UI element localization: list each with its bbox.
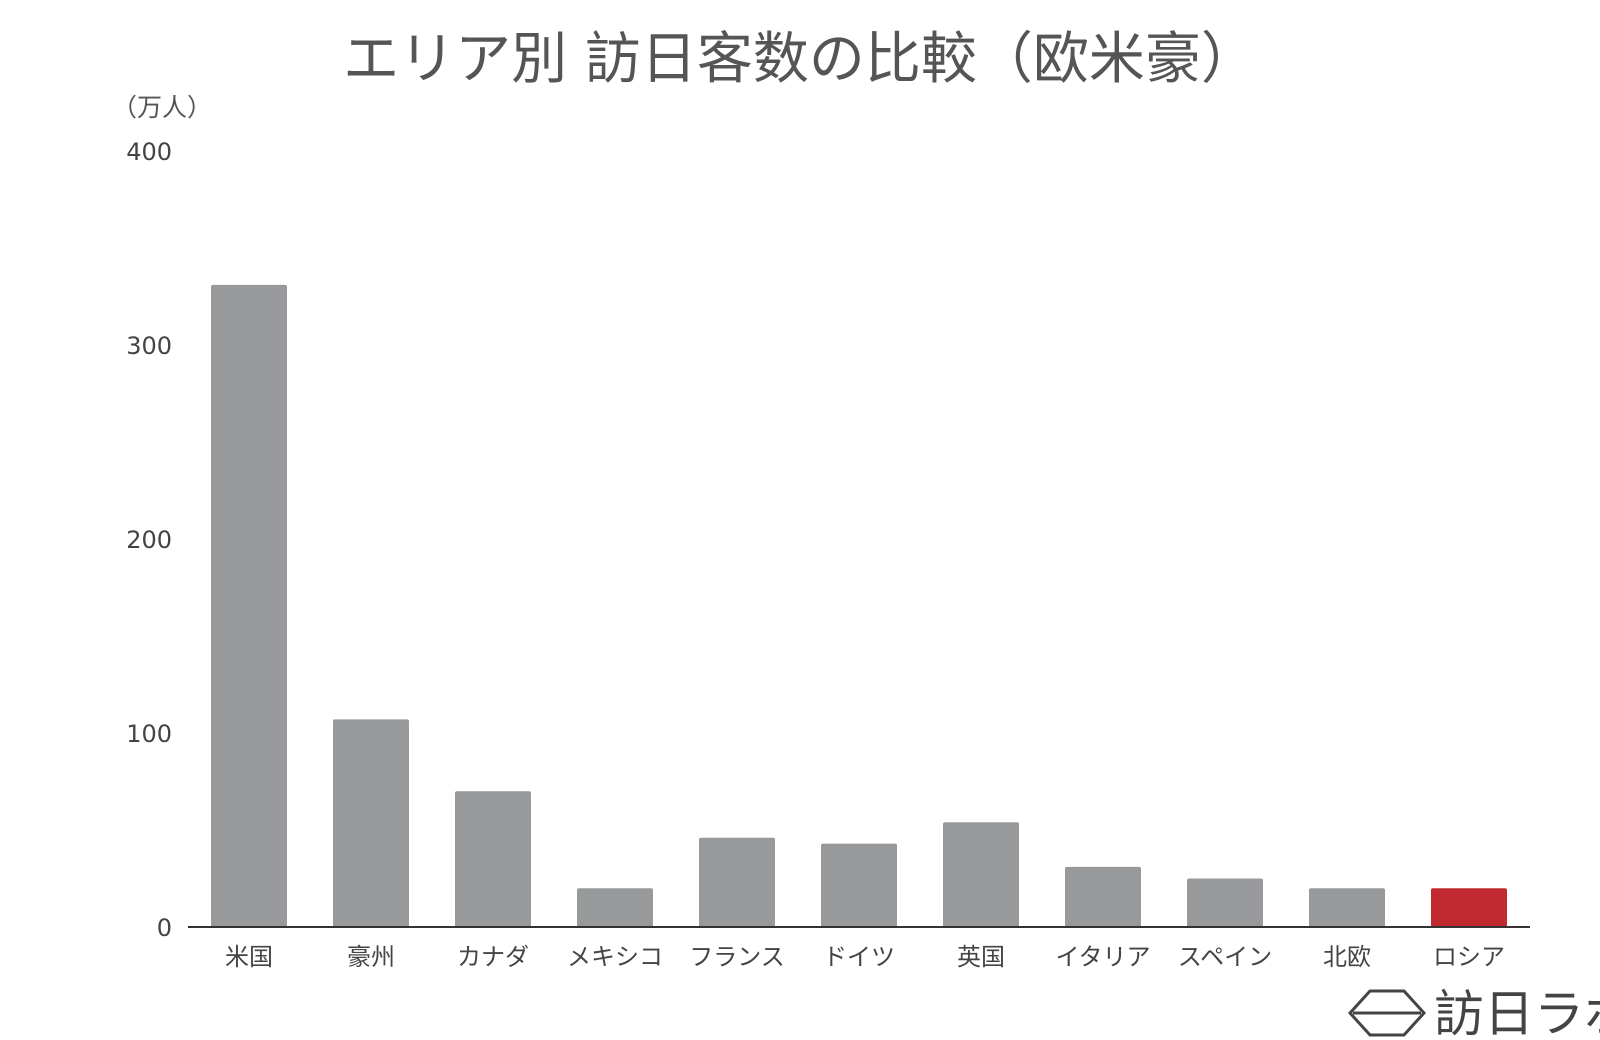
x-tick-label: 豪州 xyxy=(347,943,395,971)
bar-9 xyxy=(1309,888,1385,927)
bar-8 xyxy=(1187,878,1263,927)
y-tick-label: 200 xyxy=(126,526,172,554)
brand-name: 訪日ラボ xyxy=(1434,985,1600,1040)
x-tick-label: カナダ xyxy=(457,943,529,971)
x-tick-label: 北欧 xyxy=(1323,943,1371,971)
hexagon-logo-icon xyxy=(1347,989,1427,1037)
x-tick-label: スペイン xyxy=(1178,943,1272,971)
brand-logo: 訪日ラボ xyxy=(1347,985,1600,1040)
x-tick-label: 米国 xyxy=(225,943,273,971)
bar-6 xyxy=(943,822,1019,927)
y-unit-label: （万人） xyxy=(112,93,212,122)
y-tick-label: 0 xyxy=(157,914,172,942)
bar-5 xyxy=(821,843,897,927)
y-tick-label: 400 xyxy=(126,138,172,166)
bar-2 xyxy=(455,791,531,927)
x-tick-label: ドイツ xyxy=(823,943,895,971)
bar-3 xyxy=(577,888,653,927)
x-axis-ticks: 米国 豪州 カナダ メキシコ フランス ドイツ 英国 イタリア スペイン 北欧 ロシア xyxy=(225,943,1505,971)
bars-group xyxy=(211,284,1507,927)
bar-4 xyxy=(699,837,775,927)
chart-title: エリア別 訪日客数の比較（欧米豪） xyxy=(343,27,1257,92)
y-tick-label: 300 xyxy=(126,332,172,360)
y-axis-ticks: 0 100 200 300 400 xyxy=(126,138,172,942)
bar-7 xyxy=(1065,866,1141,927)
bar-0 xyxy=(211,284,287,927)
x-tick-label: イタリア xyxy=(1055,943,1150,971)
bar-10 xyxy=(1431,888,1507,927)
bar-1 xyxy=(333,719,409,927)
x-tick-label: メキシコ xyxy=(567,943,663,971)
y-tick-label: 100 xyxy=(126,720,172,748)
x-tick-label: フランス xyxy=(689,943,785,971)
x-tick-label: ロシア xyxy=(1433,943,1505,971)
x-tick-label: 英国 xyxy=(957,943,1005,971)
